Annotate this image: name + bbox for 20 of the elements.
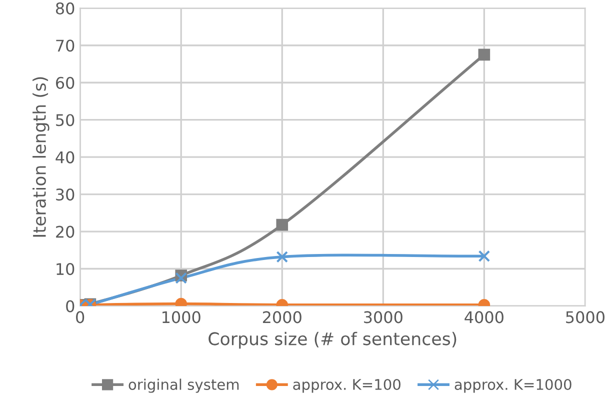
legend-label: approx. K=100 (293, 378, 400, 393)
y-tick-label: 0 (66, 300, 74, 312)
y-axis-title: Iteration length (s) (32, 77, 50, 237)
x-axis-title: Corpus size (# of sentences) (208, 332, 456, 349)
x-tick-label: 5000 (566, 311, 604, 324)
y-tick-label: 70 (56, 40, 74, 52)
x-tick-label: 0 (76, 311, 84, 324)
y-tick-label: 80 (56, 2, 74, 14)
y-tick-label: 50 (56, 114, 74, 126)
x-tick-label: 4000 (464, 311, 504, 324)
x-tick-label: 3000 (364, 311, 402, 324)
legend-label: original system (128, 378, 239, 393)
y-tick-label: 60 (56, 76, 74, 89)
y-tick-label: 30 (56, 188, 74, 201)
y-tick-label: 10 (56, 262, 74, 276)
x-tick-label: 2000 (262, 311, 302, 324)
y-tick-label: 40 (56, 151, 74, 164)
legend-label: approx. K=1000 (454, 378, 572, 393)
x-tick-label: 1000 (162, 311, 200, 324)
y-tick-label: 20 (56, 226, 74, 238)
